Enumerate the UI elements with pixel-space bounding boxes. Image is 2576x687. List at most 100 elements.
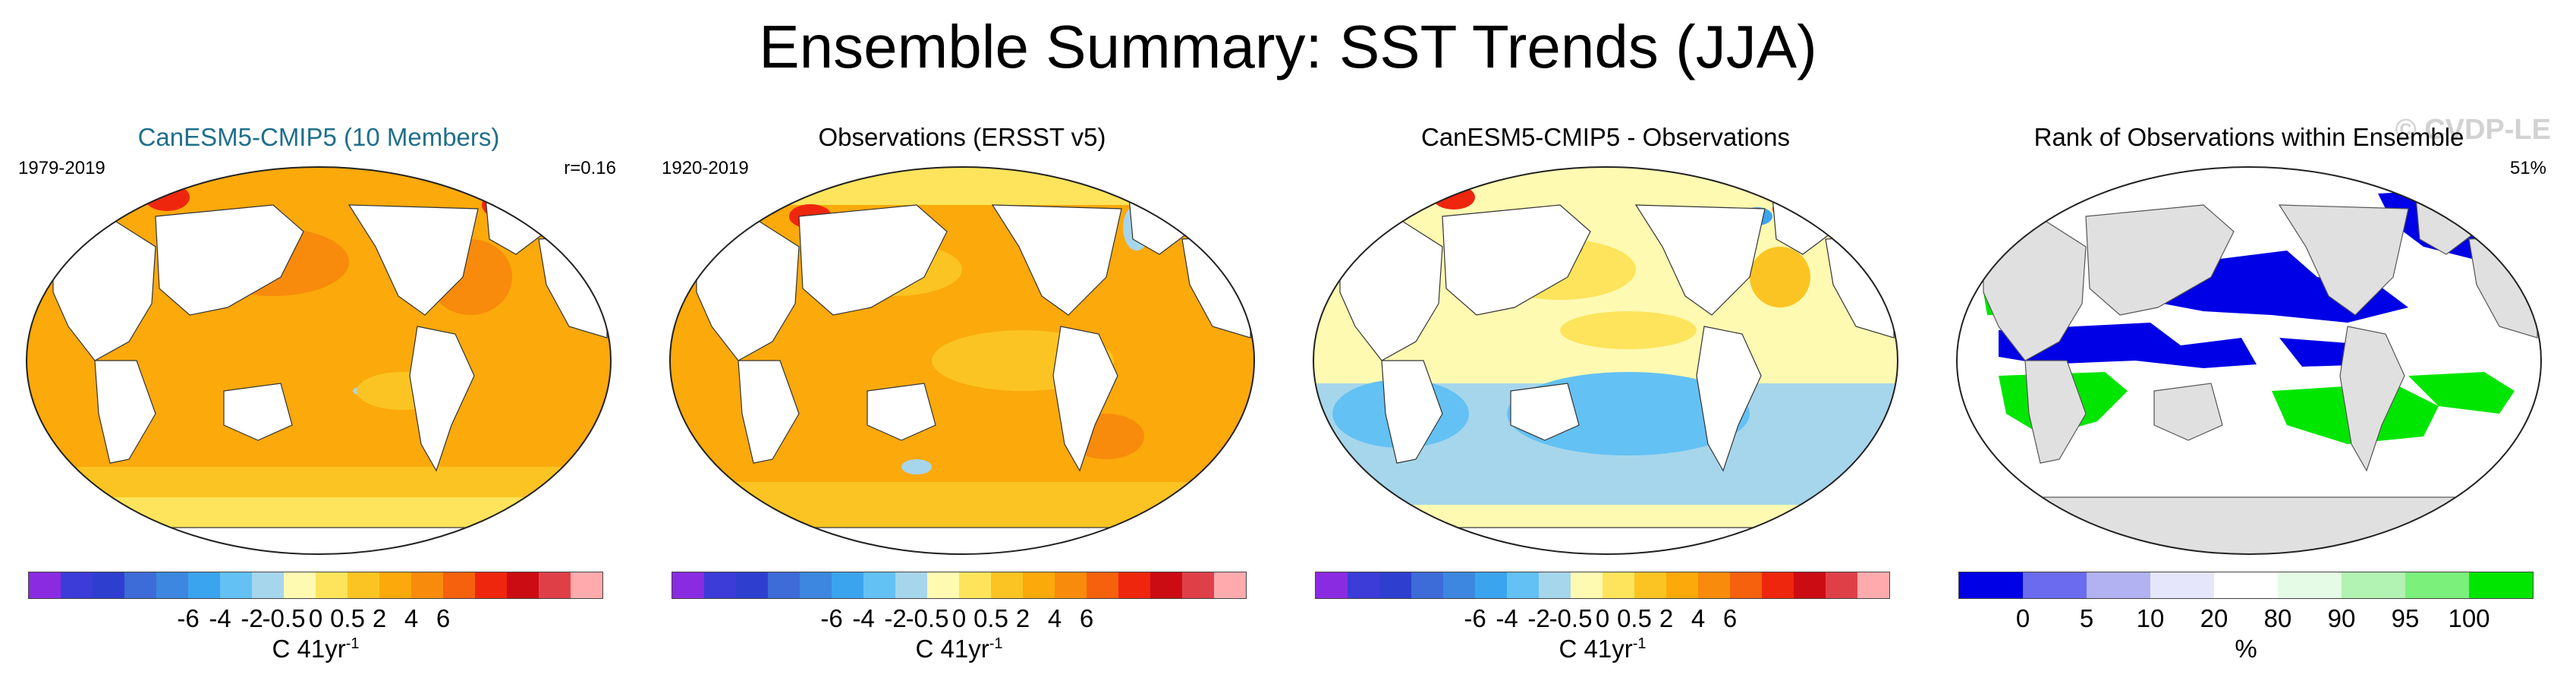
land-australia <box>2153 383 2223 441</box>
tick-label: 4 <box>1047 604 1062 632</box>
land-africa-south <box>738 360 800 464</box>
panel-rank: © CVDP-LE Rank of Observations within En… <box>1938 114 2560 683</box>
tick-label: -0.5 <box>905 604 949 632</box>
colorbar-swatch <box>1379 572 1411 598</box>
panel-model-trend: CanESM5-CMIP5 (10 Members) 1979-2019 r=0… <box>8 114 630 683</box>
colorbar-swatch <box>93 572 124 598</box>
southern-cool-spot <box>901 459 932 474</box>
land-south-america <box>1696 326 1762 472</box>
land-africa-south <box>94 360 156 464</box>
tick-label: 95 <box>2391 604 2420 632</box>
colorbar-swatch <box>1316 572 1348 598</box>
land-north-america <box>1634 204 1766 316</box>
difference-map <box>1313 166 1898 555</box>
colorbar-swatch <box>1214 572 1246 598</box>
colorbar-swatch <box>2405 572 2469 598</box>
arctic-hot-2 <box>144 184 190 211</box>
land-europe-africa <box>696 219 800 361</box>
colorbar-swatch <box>1087 572 1118 598</box>
tick-label: -4 <box>1496 604 1518 632</box>
land-north-america <box>348 204 479 316</box>
land-asia <box>155 204 304 316</box>
colorbar-swatch <box>1730 572 1762 598</box>
colorbar-swatch <box>1762 572 1794 598</box>
colorbar-swatch <box>571 572 602 598</box>
colorbar-swatch <box>768 572 800 598</box>
colorbar-swatch <box>379 572 411 598</box>
colorbar <box>1315 572 1890 599</box>
colorbar-swatch <box>704 572 736 598</box>
tick-label: -2 <box>1527 604 1550 632</box>
colorbar-swatch <box>156 572 188 598</box>
land-australia <box>223 383 293 441</box>
tick-label: 6 <box>1722 604 1738 632</box>
colorbar-swatch <box>316 572 348 598</box>
panel-title: CanESM5-CMIP5 (10 Members) <box>137 123 500 151</box>
tick-label: 0 <box>1595 604 1610 632</box>
colorbar-swatch <box>252 572 284 598</box>
tick-label: 100 <box>2448 604 2490 632</box>
map-border <box>669 166 1255 555</box>
tick-label: -6 <box>177 604 200 632</box>
colorbar-swatch <box>29 572 61 598</box>
colorbar-units: % <box>2235 635 2257 663</box>
tick-label: 4 <box>1691 604 1706 632</box>
land-africa-south <box>2024 360 2087 464</box>
tick-label: 20 <box>2200 604 2228 632</box>
colorbar-swatch <box>1443 572 1475 598</box>
land-south-america <box>409 326 475 472</box>
colorbar-swatch <box>284 572 316 598</box>
colorbar-ticks: -6 -4 -2 -0.5 0 0.5 2 4 6 <box>29 604 602 635</box>
colorbar-swatch <box>1182 572 1214 598</box>
panel-difference: CanESM5-CMIP5 - Observations <box>1294 114 1917 683</box>
colorbar-swatch <box>959 572 991 598</box>
colorbar-swatch <box>1666 572 1698 598</box>
tick-label: -4 <box>852 604 875 632</box>
tick-label: 0.5 <box>1617 604 1652 632</box>
watermark: © CVDP-LE <box>2395 114 2551 146</box>
colorbar-swatch <box>124 572 156 598</box>
arctic-band <box>670 167 1254 205</box>
colorbar-swatch <box>2278 572 2342 598</box>
colorbar <box>1958 572 2534 599</box>
tick-label: 0.5 <box>330 604 365 632</box>
colorbar-swatch <box>927 572 959 598</box>
land-north-america <box>2278 204 2409 316</box>
panel-title: Observations (ERSST v5) <box>818 123 1106 151</box>
colorbar-ticks: -6 -4 -2 -0.5 0 0.5 2 4 6 <box>1316 604 1889 635</box>
colorbar-swatch <box>863 572 895 598</box>
main-title: Ensemble Summary: SST Trends (JJA) <box>759 13 1817 80</box>
colorbar <box>672 572 1247 599</box>
land-asia <box>2085 204 2235 316</box>
rank-map <box>1956 166 2542 555</box>
colorbar-swatch <box>2469 572 2533 598</box>
colorbar-swatch <box>507 572 539 598</box>
tick-label: 5 <box>2079 604 2094 632</box>
colorbar-swatch <box>672 572 704 598</box>
colorbar-swatch <box>61 572 93 598</box>
land-europe-africa <box>52 219 156 361</box>
tick-label: 0 <box>2015 604 2030 632</box>
colorbar-ticks: 0 5 10 20 80 90 95 100 <box>1959 604 2533 635</box>
colorbar-swatch <box>1411 572 1443 598</box>
colorbar-swatch <box>1826 572 1857 598</box>
colorbar-swatch <box>1698 572 1730 598</box>
land-australia <box>867 383 936 441</box>
colorbar-swatch <box>1794 572 1826 598</box>
colorbar-swatch <box>895 572 927 598</box>
colorbar-swatch <box>2214 572 2278 598</box>
map-border <box>26 166 612 555</box>
tick-label: 2 <box>372 604 387 632</box>
tick-label: 0 <box>308 604 323 632</box>
colorbar-swatch <box>1118 572 1150 598</box>
colorbar-swatch <box>1475 572 1507 598</box>
colorbar-units: C 41yr-1 <box>1558 635 1647 663</box>
colorbar-swatch <box>2023 572 2087 598</box>
tick-label: 10 <box>2136 604 2165 632</box>
colorbar-swatch <box>2150 572 2214 598</box>
rank-high-south-atlantic <box>2408 372 2515 414</box>
tick-label: 90 <box>2327 604 2356 632</box>
tick-label: 0.5 <box>973 604 1008 632</box>
colorbar-swatch <box>348 572 379 598</box>
north-atlantic-warm <box>1750 247 1810 307</box>
